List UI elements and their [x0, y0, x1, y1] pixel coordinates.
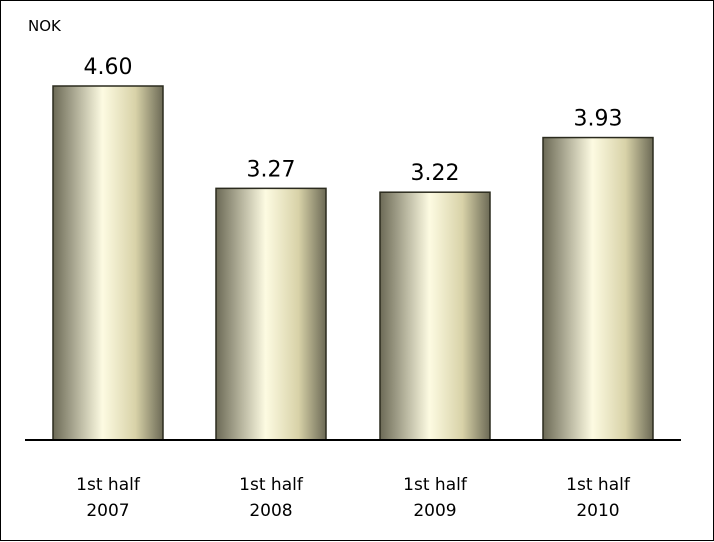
y-unit-label: NOK	[28, 17, 62, 35]
x-tick-label-line: 1st half	[566, 475, 631, 495]
value-label-2: 3.27	[247, 157, 296, 182]
x-tick-label-line: 1st half	[76, 475, 141, 495]
x-tick-label-line: 1st half	[403, 475, 468, 495]
x-tick-label-3: 1st half 2009	[403, 475, 468, 521]
value-label-1: 4.60	[84, 55, 133, 80]
x-tick-label-line: 2008	[249, 501, 292, 521]
value-label-3: 3.22	[411, 161, 460, 186]
bar-1	[52, 85, 164, 441]
x-tick-label-line: 2010	[576, 501, 619, 521]
x-tick-label-4: 1st half 2010	[566, 475, 631, 521]
bar-2	[215, 187, 327, 441]
x-tick-label-line: 2007	[86, 501, 129, 521]
bar-4	[542, 136, 654, 441]
labels-group: 4.60 1st half 2007 3.27 1st half 2008 3.22 1st …	[76, 55, 631, 521]
bars-group	[52, 85, 654, 441]
x-tick-label-line: 2009	[413, 501, 456, 521]
x-tick-label-1: 1st half 2007	[76, 475, 141, 521]
bar-3	[379, 191, 491, 441]
x-tick-label-2: 1st half 2008	[239, 475, 304, 521]
value-label-4: 3.93	[574, 107, 623, 132]
x-tick-label-line: 1st half	[239, 475, 304, 495]
